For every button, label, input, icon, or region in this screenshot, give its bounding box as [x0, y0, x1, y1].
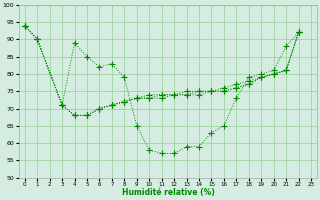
X-axis label: Humidité relative (%): Humidité relative (%) — [122, 188, 214, 197]
